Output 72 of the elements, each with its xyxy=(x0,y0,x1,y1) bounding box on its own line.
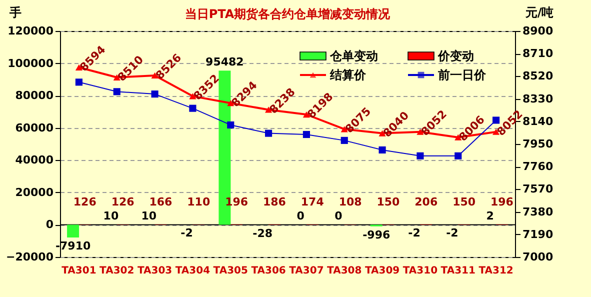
y2-tick-label: 7190 xyxy=(522,228,554,241)
point xyxy=(302,130,310,138)
data-label: 0 xyxy=(296,210,305,223)
data-label: 186 xyxy=(262,195,286,208)
y2-tick-label: 8140 xyxy=(522,114,554,128)
legend-label: 价变动 xyxy=(437,49,474,63)
y2-tick-label: 8330 xyxy=(522,92,554,106)
point xyxy=(151,90,158,98)
y-axis-title: 手 xyxy=(8,6,22,20)
x-tick-label: TA303 xyxy=(137,266,172,276)
data-label: 110 xyxy=(187,196,210,209)
data-label: 2 xyxy=(486,210,494,223)
x-tick-label: TA307 xyxy=(289,266,324,276)
x-tick-label: TA306 xyxy=(251,266,286,276)
x-tick-label: TA301 xyxy=(62,266,96,276)
data-label: -996 xyxy=(362,228,390,242)
x-tick-label: TA305 xyxy=(213,266,248,276)
x-tick-label: TA311 xyxy=(440,266,476,276)
data-label: 196 xyxy=(490,195,514,208)
data-label: 10 xyxy=(141,210,157,223)
data-label: 126 xyxy=(73,196,97,209)
y-tick-label: −20000 xyxy=(6,250,54,264)
point xyxy=(340,136,348,144)
point xyxy=(113,88,120,96)
legend-label: 前一日价 xyxy=(437,68,487,82)
point xyxy=(416,152,424,160)
x-tick-label: TA304 xyxy=(175,266,210,276)
y-tick-label: 100000 xyxy=(8,56,54,70)
data-label: 174 xyxy=(300,195,324,208)
x-tick-label: TA308 xyxy=(327,266,362,276)
y-tick-label: 20000 xyxy=(15,186,54,199)
y2-tick-label: 7570 xyxy=(522,182,554,196)
data-label: 126 xyxy=(111,196,135,209)
data-label: 10 xyxy=(103,210,119,223)
point xyxy=(265,130,272,137)
y-tick-label: 120000 xyxy=(8,24,54,38)
y2-tick-label: 8900 xyxy=(522,24,554,38)
x-tick-label: TA312 xyxy=(478,266,514,276)
data-label: 95482 xyxy=(206,56,244,69)
point xyxy=(378,146,386,154)
point xyxy=(75,78,82,86)
chart-title: 当日PTA期货各合约仓单增减变动情况 xyxy=(184,7,392,21)
data-label: 166 xyxy=(149,195,173,208)
data-label: 206 xyxy=(414,195,438,208)
data-label: 150 xyxy=(376,195,400,208)
data-label: 0 xyxy=(334,210,343,223)
data-label: -2 xyxy=(446,226,458,240)
point xyxy=(454,152,462,160)
data-label: -2 xyxy=(180,226,193,240)
y2-tick-label: 8520 xyxy=(522,70,554,83)
data-label: -28 xyxy=(252,226,273,240)
point xyxy=(227,121,234,129)
y-tick-label: 60000 xyxy=(15,121,54,134)
y2-tick-label: 7000 xyxy=(522,250,554,264)
y2-tick-label: 8710 xyxy=(522,47,554,60)
y-tick-label: 40000 xyxy=(15,154,54,167)
point xyxy=(189,104,196,112)
y2-tick-label: 7950 xyxy=(522,138,554,150)
data-label: 108 xyxy=(338,196,362,209)
y2-tick-label: 7760 xyxy=(522,160,554,174)
data-label: 150 xyxy=(452,195,476,208)
x-tick-label: TA302 xyxy=(100,266,134,276)
x-tick-label: TA309 xyxy=(364,266,400,276)
y-tick-label: 0 xyxy=(46,218,54,232)
y2-tick-label: 7380 xyxy=(522,205,554,218)
legend-label: 仓单变动 xyxy=(329,49,378,63)
y2-axis-title: 元/吨 xyxy=(524,6,554,20)
x-tick-label: TA310 xyxy=(402,266,438,276)
bar xyxy=(67,224,80,238)
legend-label: 结算价 xyxy=(329,68,367,82)
y-tick-label: 80000 xyxy=(15,89,54,102)
data-label: -2 xyxy=(408,226,420,240)
